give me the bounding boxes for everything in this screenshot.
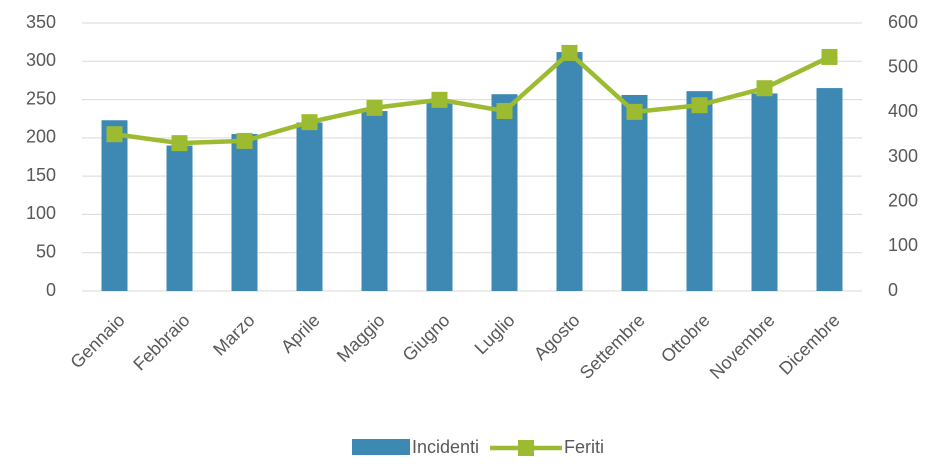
bar [491, 94, 518, 291]
y-tick-label: 250 [26, 88, 56, 108]
legend-marker [518, 440, 534, 456]
x-tick-label: Novembre [706, 310, 779, 383]
bar [686, 91, 713, 291]
marker [236, 132, 253, 149]
marker [561, 44, 578, 61]
bar [816, 88, 843, 291]
legend-swatch [352, 439, 410, 455]
bar [166, 145, 193, 291]
y-tick-label: 0 [46, 280, 56, 300]
x-tick-label: Giugno [398, 310, 453, 365]
y-tick-label: 350 [26, 12, 56, 32]
bar [621, 94, 648, 291]
x-tick-label: Maggio [333, 310, 389, 366]
marker [366, 99, 383, 116]
marker [626, 103, 643, 120]
x-tick-label: Marzo [209, 310, 259, 360]
y2-tick-label: 400 [888, 101, 918, 121]
bar [231, 134, 258, 291]
x-tick-label: Luglio [471, 310, 519, 358]
x-tick-label: Febbraio [129, 310, 193, 374]
y-tick-label: 50 [36, 241, 56, 261]
marker [821, 48, 838, 65]
marker [496, 102, 513, 119]
bar [426, 99, 453, 291]
bar [361, 111, 388, 291]
y2-tick-label: 200 [888, 190, 918, 210]
y-tick-label: 200 [26, 127, 56, 147]
x-tick-label: Ottobre [657, 310, 714, 367]
marker [431, 91, 448, 108]
bar [296, 122, 323, 292]
y-tick-label: 100 [26, 203, 56, 223]
y-tick-label: 150 [26, 165, 56, 185]
y2-tick-label: 500 [888, 56, 918, 76]
x-tick-label: Settembre [576, 310, 649, 383]
bar [101, 120, 128, 291]
marker [756, 80, 773, 97]
marker [691, 97, 708, 114]
y-tick-label: 300 [26, 50, 56, 70]
bar [556, 52, 583, 292]
marker [171, 135, 188, 152]
x-tick-label: Gennaio [66, 310, 128, 372]
x-tick-label: Dicembre [775, 310, 844, 379]
marker [301, 114, 318, 131]
y2-tick-label: 0 [888, 280, 898, 300]
legend-label: Feriti [564, 437, 604, 457]
y2-tick-label: 100 [888, 235, 918, 255]
marker [106, 126, 123, 143]
y2-tick-label: 600 [888, 12, 918, 32]
line [114, 49, 831, 146]
x-tick-label: Aprile [277, 310, 324, 357]
bar [751, 93, 778, 292]
y2-tick-label: 300 [888, 146, 918, 166]
x-tick-label: Agosto [530, 310, 584, 364]
legend-label: Incidenti [412, 437, 479, 457]
